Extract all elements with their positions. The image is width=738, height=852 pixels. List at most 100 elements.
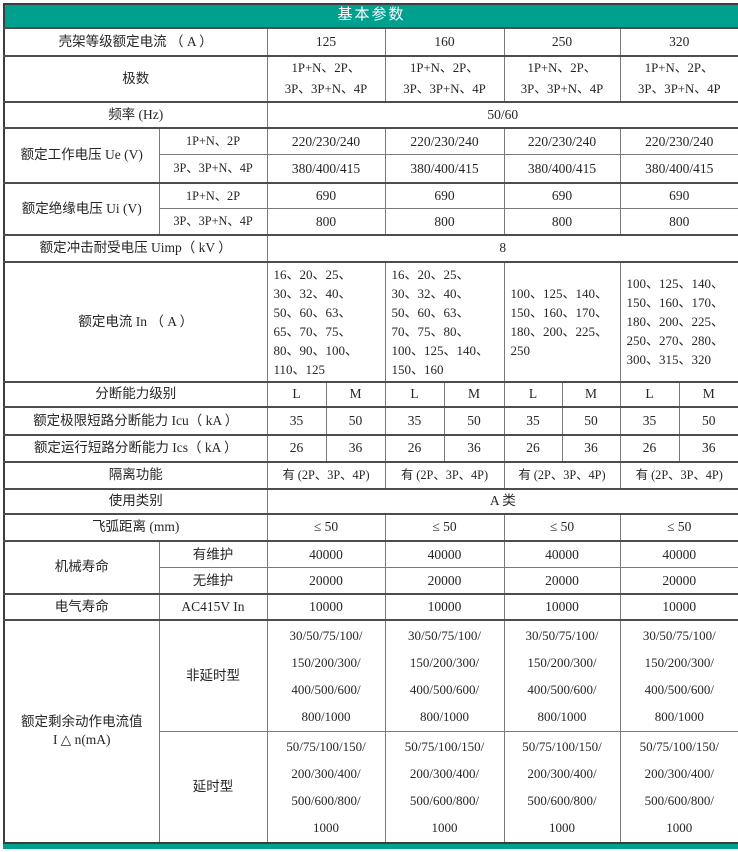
ics-value: 36 <box>678 433 738 463</box>
row-label-electrical-life: 电气寿命 <box>3 592 160 621</box>
arc-distance-value: ≤ 50 <box>384 512 505 542</box>
insulation-voltage-value: 690 <box>503 181 621 210</box>
row-poles: 极数 1P+N、2P、 3P、3P+N、4P 1P+N、2P、 3P、3P+N、… <box>3 54 738 103</box>
poles-value: 1P+N、2P、 3P、3P+N、4P <box>619 54 738 103</box>
row-label-breaking-class: 分断能力级别 <box>3 380 268 408</box>
icu-value: 35 <box>619 405 680 436</box>
residual-current-value: 50/75/100/150/ 200/300/400/ 500/600/800/… <box>384 730 505 844</box>
electrical-life-value: 10000 <box>619 592 738 621</box>
row-frame-current: 壳架等级额定电流 （ A ） 125 160 250 320 <box>3 26 738 57</box>
row-residual-current-2: 延时型 50/75/100/150/ 200/300/400/ 500/600/… <box>4 730 738 844</box>
row-label-ics: 额定运行短路分断能力 Ics（ kA ） <box>3 433 268 463</box>
row-working-voltage-1: 额定工作电压 Ue (V) 1P+N、2P 220/230/240 220/23… <box>3 126 738 184</box>
insulation-voltage-value: 800 <box>266 208 386 236</box>
icu-value: 50 <box>561 405 621 436</box>
frame-current-value: 250 <box>503 26 621 57</box>
breaking-class-value: M <box>678 380 738 408</box>
ics-value: 26 <box>384 433 445 463</box>
electrical-life-value: 10000 <box>503 592 621 621</box>
arc-distance-value: ≤ 50 <box>619 512 738 542</box>
residual-current-value: 30/50/75/100/ 150/200/300/ 400/500/600/ … <box>384 618 505 732</box>
residual-current-value: 50/75/100/150/ 200/300/400/ 500/600/800/… <box>503 730 621 844</box>
working-voltage-value: 380/400/415 <box>384 154 505 184</box>
row-mechanical-life-1: 机械寿命 有维护 40000 40000 40000 40000 <box>3 539 738 595</box>
ics-value: 26 <box>266 433 327 463</box>
mechanical-life-value: 40000 <box>503 539 621 569</box>
residual-current-sublabel: 延时型 <box>158 730 268 844</box>
breaking-class-value: L <box>266 380 327 408</box>
row-label-mechanical-life: 机械寿命 <box>3 539 160 595</box>
frame-current-value: 320 <box>619 26 738 57</box>
isolation-value: 有 (2P、3P、4P) <box>619 460 738 490</box>
insulation-voltage-value: 690 <box>384 181 505 210</box>
row-label-isolation: 隔离功能 <box>3 460 268 490</box>
ics-value: 36 <box>325 433 386 463</box>
poles-value: 1P+N、2P、 3P、3P+N、4P <box>503 54 621 103</box>
table-title: 基本参数 <box>3 3 738 29</box>
residual-current-value: 30/50/75/100/ 150/200/300/ 400/500/600/ … <box>619 618 738 732</box>
frame-current-value: 125 <box>266 26 386 57</box>
row-impulse-voltage: 额定冲击耐受电压 Uimp（ kV ） 8 <box>3 233 738 263</box>
ics-value: 36 <box>443 433 505 463</box>
insulation-voltage-value: 690 <box>266 181 386 210</box>
row-breaking-class: 分断能力级别 L M L M L M L M <box>3 380 738 408</box>
breaking-class-value: M <box>561 380 621 408</box>
electrical-life-sublabel: AC415V In <box>158 592 268 621</box>
row-electrical-life: 电气寿命 AC415V In 10000 10000 10000 10000 <box>3 592 738 621</box>
row-label-arc-distance: 飞弧距离 (mm) <box>3 512 268 542</box>
working-voltage-value: 380/400/415 <box>503 154 621 184</box>
poles-value: 1P+N、2P、 3P、3P+N、4P <box>266 54 386 103</box>
basic-parameters-table: 基本参数 壳架等级额定电流 （ A ） 125 160 250 320 极数 1… <box>3 3 738 844</box>
residual-current-value: 30/50/75/100/ 150/200/300/ 400/500/600/ … <box>266 618 386 732</box>
arc-distance-value: ≤ 50 <box>503 512 621 542</box>
insulation-voltage-sublabel: 1P+N、2P <box>158 181 268 210</box>
residual-current-sublabel: 非延时型 <box>158 618 268 732</box>
working-voltage-value: 380/400/415 <box>619 154 738 184</box>
rated-current-value: 100、125、140、 150、160、170、 180、200、225、 2… <box>619 260 738 383</box>
row-ics: 额定运行短路分断能力 Ics（ kA ） 26 36 26 36 26 36 2… <box>3 433 738 463</box>
icu-value: 35 <box>266 405 327 436</box>
residual-current-value: 30/50/75/100/ 150/200/300/ 400/500/600/ … <box>503 618 621 732</box>
working-voltage-sublabel: 1P+N、2P <box>158 126 268 156</box>
isolation-value: 有 (2P、3P、4P) <box>266 460 386 490</box>
row-label-impulse-voltage: 额定冲击耐受电压 Uimp（ kV ） <box>3 233 268 263</box>
residual-current-value: 50/75/100/150/ 200/300/400/ 500/600/800/… <box>266 730 386 844</box>
parameters-table-container: 基本参数 壳架等级额定电流 （ A ） 125 160 250 320 极数 1… <box>3 3 738 849</box>
impulse-voltage-value: 8 <box>266 233 738 263</box>
icu-value: 35 <box>384 405 445 436</box>
rated-current-value: 16、20、25、 30、32、40、 50、60、63、 65、70、75、 … <box>266 260 386 383</box>
row-icu: 额定极限短路分断能力 Icu（ kA ） 35 50 35 50 35 50 3… <box>3 405 738 436</box>
mechanical-life-value: 20000 <box>619 567 738 595</box>
residual-current-value: 50/75/100/150/ 200/300/400/ 500/600/800/… <box>619 730 738 844</box>
rated-current-value: 100、125、140、 150、160、170、 180、200、225、 2… <box>503 260 621 383</box>
insulation-voltage-value: 800 <box>503 208 621 236</box>
electrical-life-value: 10000 <box>266 592 386 621</box>
mechanical-life-value: 20000 <box>266 567 386 595</box>
icu-value: 50 <box>325 405 386 436</box>
row-label-poles: 极数 <box>3 54 268 103</box>
icu-value: 35 <box>503 405 563 436</box>
insulation-voltage-value: 800 <box>384 208 505 236</box>
icu-value: 50 <box>678 405 738 436</box>
row-label-residual-current: 额定剩余动作电流值 I △ n(mA) <box>3 618 160 844</box>
row-label-utilization: 使用类别 <box>3 487 268 515</box>
mechanical-life-value: 40000 <box>384 539 505 569</box>
row-utilization: 使用类别 A 类 <box>3 487 738 515</box>
row-residual-current-1: 额定剩余动作电流值 I △ n(mA) 非延时型 30/50/75/100/ 1… <box>3 618 738 844</box>
row-label-insulation-voltage: 额定绝缘电压 Ui (V) <box>3 181 160 236</box>
isolation-value: 有 (2P、3P、4P) <box>384 460 505 490</box>
working-voltage-value: 220/230/240 <box>384 126 505 156</box>
breaking-class-value: L <box>619 380 680 408</box>
breaking-class-value: L <box>384 380 445 408</box>
mechanical-life-value: 40000 <box>266 539 386 569</box>
row-frequency: 频率 (Hz) 50/60 <box>3 100 738 129</box>
row-label-working-voltage: 额定工作电压 Ue (V) <box>3 126 160 184</box>
frame-current-value: 160 <box>384 26 505 57</box>
mechanical-life-value: 40000 <box>619 539 738 569</box>
row-label-frame-current: 壳架等级额定电流 （ A ） <box>3 26 268 57</box>
working-voltage-value: 220/230/240 <box>503 126 621 156</box>
rated-current-value: 16、20、25、 30、32、40、 50、60、63、 70、75、80、 … <box>384 260 505 383</box>
breaking-class-value: M <box>443 380 505 408</box>
working-voltage-value: 220/230/240 <box>266 126 386 156</box>
electrical-life-value: 10000 <box>384 592 505 621</box>
